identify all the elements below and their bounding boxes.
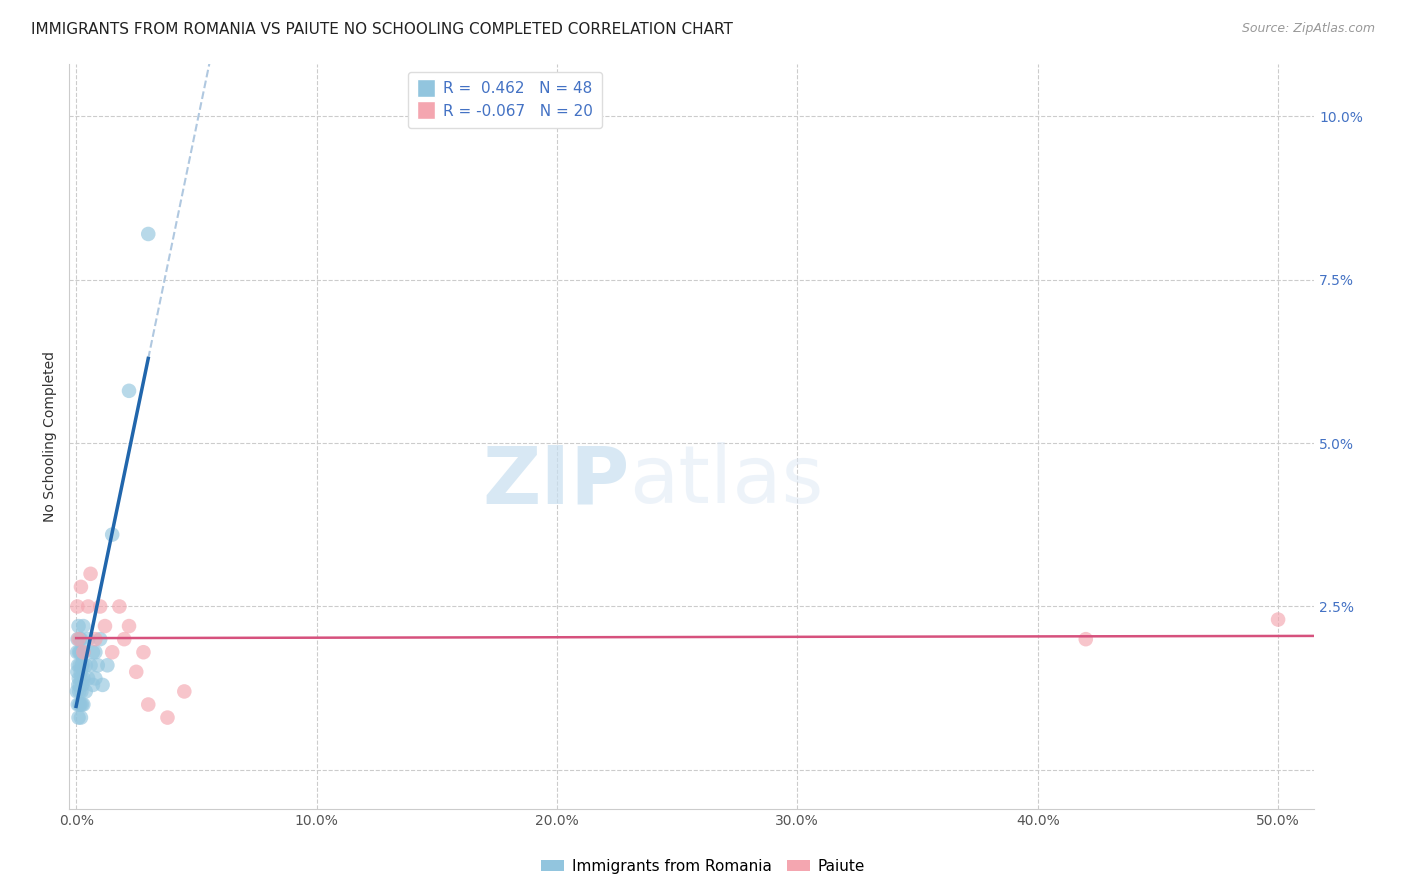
Point: [75, 658, 97, 673]
Point: [67, 678, 90, 692]
Point: [69, 665, 91, 679]
Point: [77, 672, 100, 686]
Point: [67, 684, 90, 698]
Point: [132, 645, 155, 659]
Point: [69, 658, 91, 673]
Point: [118, 384, 141, 398]
Point: [70, 632, 93, 647]
Point: [91, 678, 114, 692]
Point: [84, 645, 107, 659]
Legend: Immigrants from Romania, Paiute: Immigrants from Romania, Paiute: [536, 853, 870, 880]
Point: [70, 684, 93, 698]
Text: ZIP: ZIP: [482, 442, 630, 520]
Point: [82, 645, 104, 659]
Point: [67, 658, 90, 673]
Point: [84, 632, 107, 647]
Legend: R =  0.462   N = 48, R = -0.067   N = 20: R = 0.462 N = 48, R = -0.067 N = 20: [408, 71, 602, 128]
Point: [75, 684, 97, 698]
Point: [66, 632, 89, 647]
Point: [156, 710, 179, 724]
Point: [72, 645, 94, 659]
Point: [67, 645, 90, 659]
Point: [66, 684, 89, 698]
Point: [87, 658, 110, 673]
Point: [112, 632, 135, 647]
Point: [70, 698, 93, 712]
Point: [70, 580, 93, 594]
Point: [79, 566, 101, 581]
Point: [66, 599, 89, 614]
Text: IMMIGRANTS FROM ROMANIA VS PAIUTE NO SCHOOLING COMPLETED CORRELATION CHART: IMMIGRANTS FROM ROMANIA VS PAIUTE NO SCH…: [31, 22, 733, 37]
Point: [89, 599, 111, 614]
Point: [72, 658, 94, 673]
Point: [89, 632, 111, 647]
Point: [94, 619, 117, 633]
Point: [96, 658, 118, 673]
Point: [67, 619, 90, 633]
Point: [69, 698, 91, 712]
Point: [72, 678, 94, 692]
Point: [72, 645, 94, 659]
Point: [79, 658, 101, 673]
Point: [101, 645, 124, 659]
Point: [72, 672, 94, 686]
Point: [67, 672, 90, 686]
Point: [70, 645, 93, 659]
Point: [70, 672, 93, 686]
Point: [101, 527, 124, 541]
Point: [1074, 632, 1097, 647]
Point: [72, 619, 94, 633]
Point: [1267, 613, 1289, 627]
Point: [67, 710, 90, 724]
Text: atlas: atlas: [630, 442, 824, 520]
Point: [77, 599, 100, 614]
Point: [82, 678, 104, 692]
Point: [173, 684, 195, 698]
Point: [66, 645, 89, 659]
Point: [125, 665, 148, 679]
Point: [69, 645, 91, 659]
Text: Source: ZipAtlas.com: Source: ZipAtlas.com: [1241, 22, 1375, 36]
Point: [136, 227, 159, 241]
Point: [108, 599, 131, 614]
Point: [67, 632, 90, 647]
Point: [69, 698, 91, 712]
Point: [69, 632, 91, 647]
Point: [72, 698, 94, 712]
Point: [84, 672, 107, 686]
Point: [70, 710, 93, 724]
Point: [77, 632, 100, 647]
Point: [118, 619, 141, 633]
Point: [69, 678, 91, 692]
Point: [70, 658, 93, 673]
Point: [66, 665, 89, 679]
Point: [136, 698, 159, 712]
Point: [66, 698, 89, 712]
Y-axis label: No Schooling Completed: No Schooling Completed: [44, 351, 58, 522]
